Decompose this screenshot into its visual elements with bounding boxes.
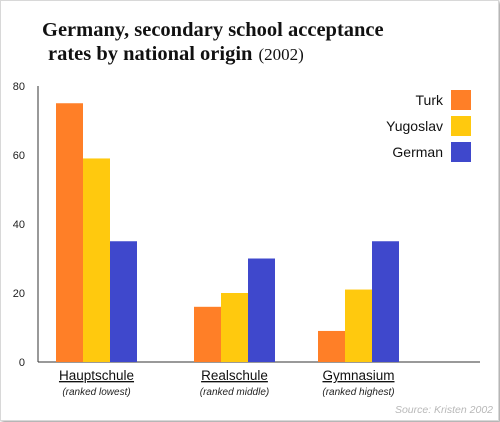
y-tick-label: 20 (13, 288, 25, 300)
bar-turk-realschule (194, 306, 221, 362)
y-tick-labels: 0 20 40 60 80 (13, 81, 25, 369)
category-note: (ranked lowest) (62, 387, 130, 398)
legend-swatch-yugoslav (451, 116, 471, 136)
y-tick-label: 0 (19, 357, 25, 369)
category-note: (ranked highest) (322, 387, 394, 398)
chart-title-line-1: Germany, secondary school acceptance (42, 19, 384, 41)
bars (56, 103, 399, 362)
chart-title-year: (2002) (258, 45, 304, 64)
bar-turk-hauptschule (56, 103, 83, 362)
bar-german-gymnasium (372, 241, 399, 362)
legend: Turk Yugoslav German (386, 90, 471, 162)
legend-swatch-turk (451, 90, 471, 110)
legend-swatch-german (451, 142, 471, 162)
category-note: (ranked middle) (200, 387, 269, 398)
legend-label-yugoslav: Yugoslav (386, 118, 443, 134)
bar-yugoslav-gymnasium (345, 289, 372, 362)
legend-label-turk: Turk (416, 92, 444, 108)
category-label: Gymnasium (322, 368, 394, 383)
category-labels: Hauptschule (ranked lowest) Realschule (ran… (59, 368, 395, 398)
y-tick-label: 60 (13, 150, 25, 162)
bar-yugoslav-realschule (221, 293, 248, 362)
source-note: Source: Kristen 2002 (395, 404, 493, 416)
legend-label-german: German (392, 144, 443, 160)
chart-title-line-2-text: rates by national origin (48, 43, 253, 65)
chart-title: Germany, secondary school acceptance rat… (42, 18, 462, 67)
category-label: Realschule (201, 368, 268, 383)
category-label: Hauptschule (59, 368, 134, 383)
y-tick-label: 80 (13, 81, 25, 93)
bar-turk-gymnasium (318, 330, 345, 362)
bar-german-realschule (248, 258, 275, 362)
y-tick-label: 40 (13, 219, 25, 231)
chart-title-line-2: rates by national origin (2002) (42, 42, 462, 67)
bar-german-hauptschule (110, 241, 137, 362)
bar-yugoslav-hauptschule (83, 158, 110, 362)
